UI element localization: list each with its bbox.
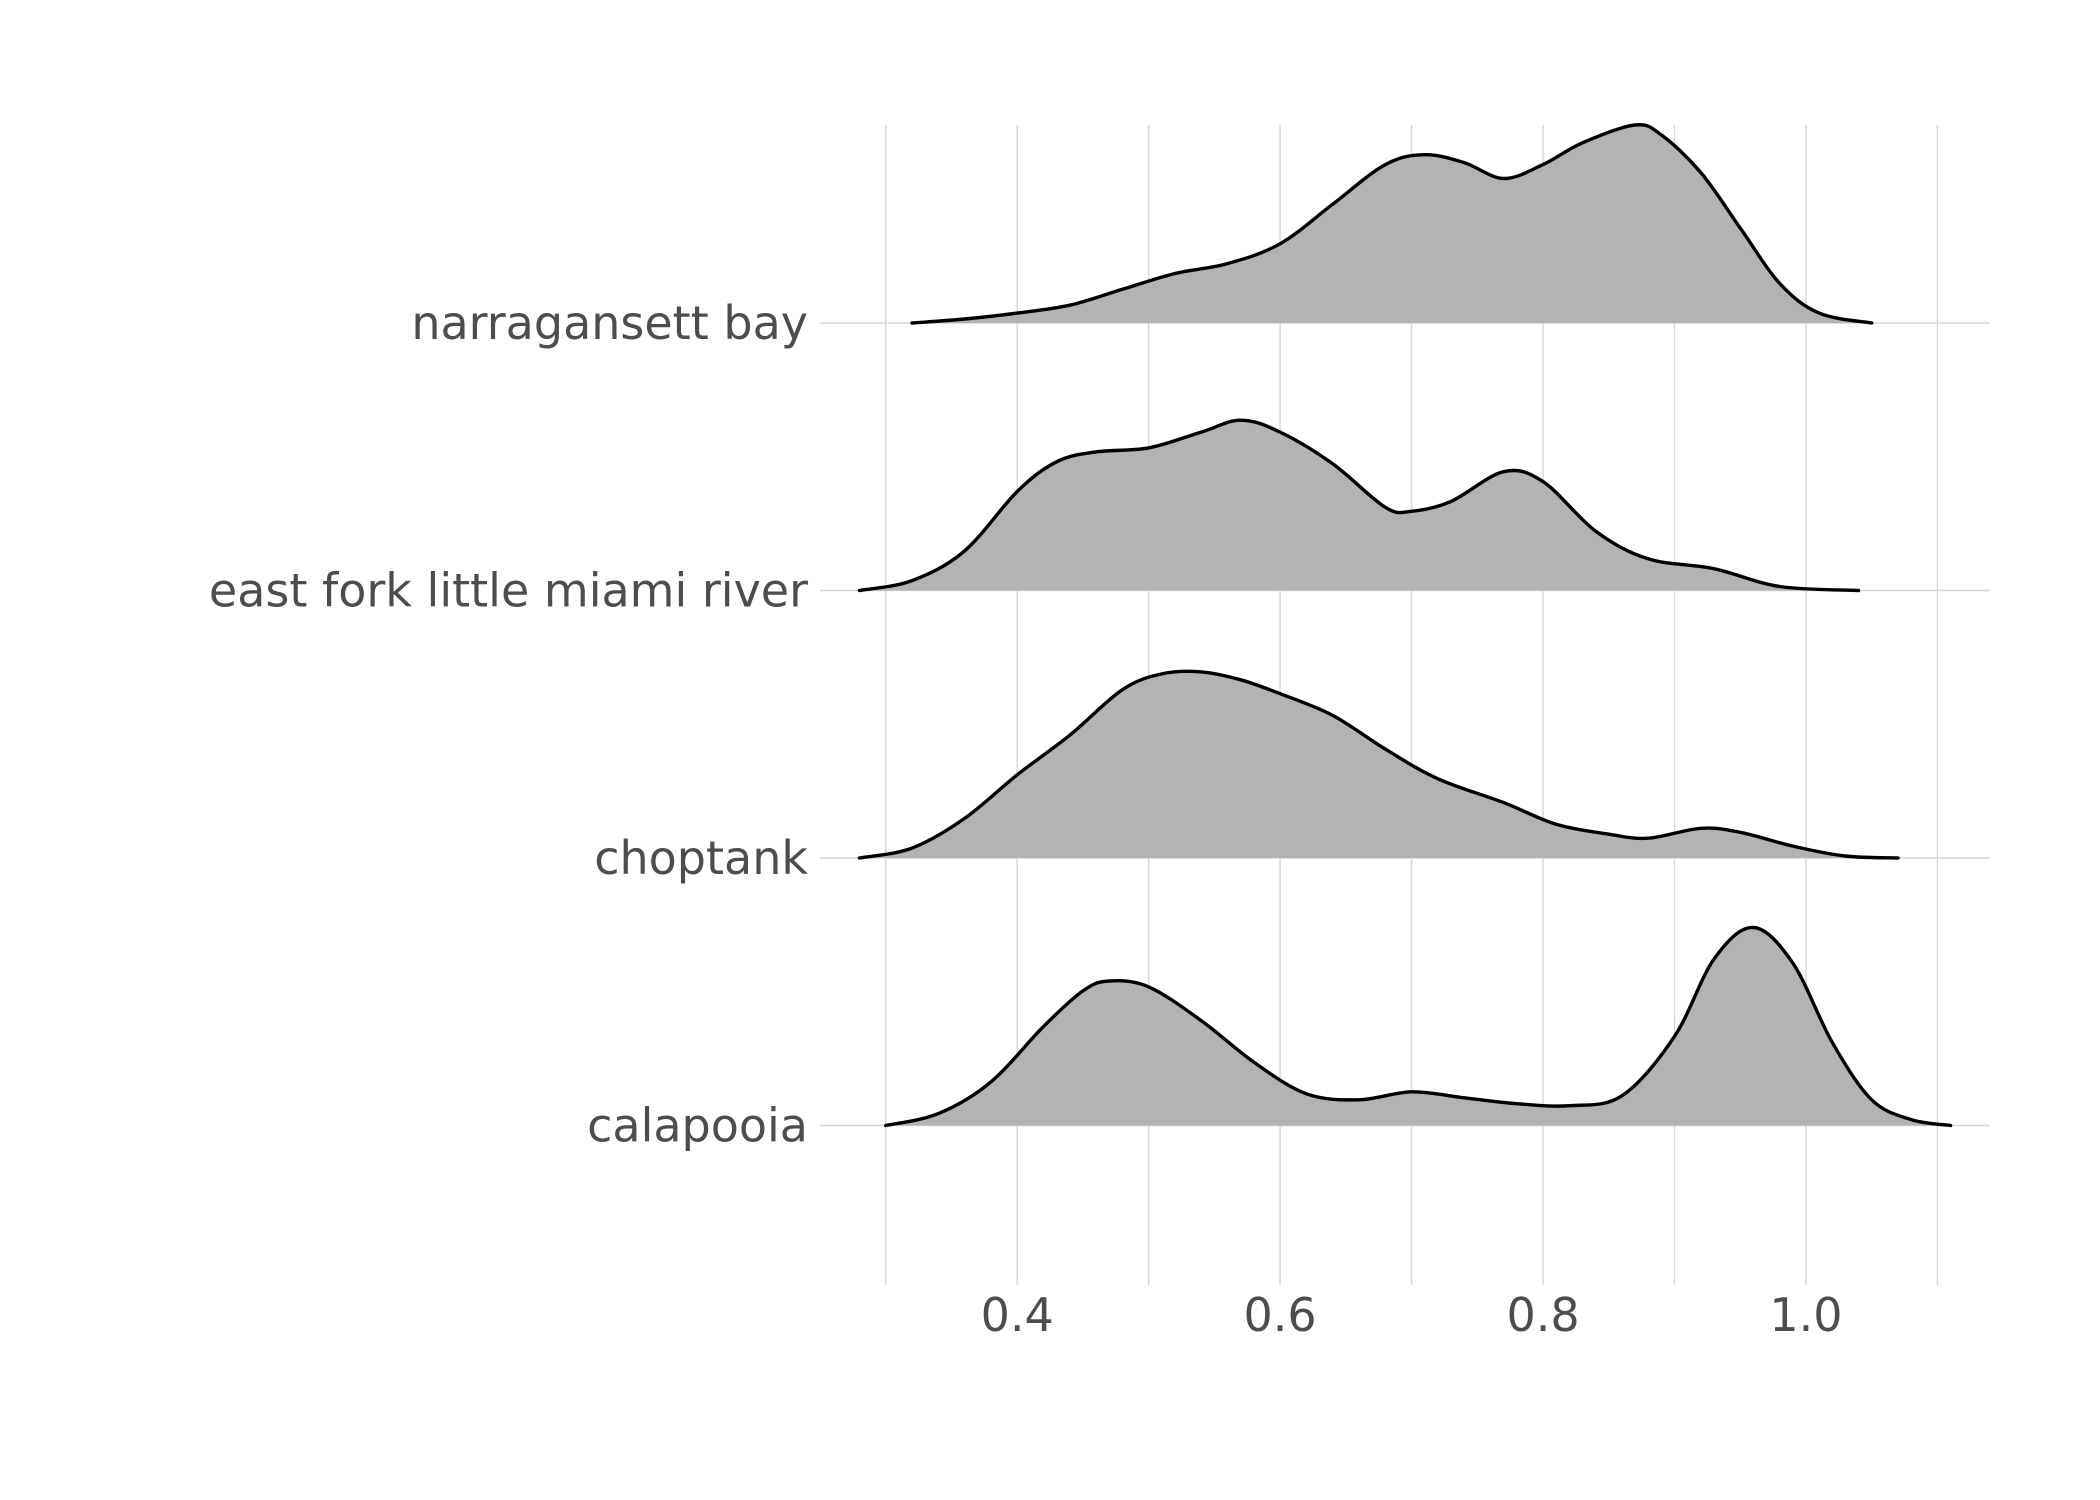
ridge-area-calapooia xyxy=(885,927,1951,1126)
y-tick-label: choptank xyxy=(594,831,808,885)
ridge-line-east-fork-little-miami-river xyxy=(857,418,1861,593)
ridge-area-narragansett-bay xyxy=(912,124,1872,323)
y-tick-label: narragansett bay xyxy=(411,296,808,350)
x-tick-label: 1.0 xyxy=(1769,1288,1842,1342)
y-tick-label: east fork little miami river xyxy=(209,564,808,618)
ridge-narragansett-bay xyxy=(910,123,1874,325)
x-tick-label: 0.8 xyxy=(1506,1288,1579,1342)
x-tick-label: 0.4 xyxy=(981,1288,1054,1342)
ridge-line-narragansett-bay xyxy=(910,123,1874,325)
ridge-line-calapooia xyxy=(884,925,1953,1128)
ridge-layer xyxy=(857,123,1953,1128)
ridge-line-choptank xyxy=(857,669,1900,860)
tick-layer: 0.4 0.6 0.8 1.0 xyxy=(981,1288,1843,1342)
ridge-choptank xyxy=(857,669,1900,860)
ridge-area-choptank xyxy=(859,671,1898,858)
x-tick-label: 0.6 xyxy=(1244,1288,1317,1342)
label-layer: narragansett bay east fork little miami r… xyxy=(209,296,808,1153)
y-tick-label: calapooia xyxy=(587,1099,808,1153)
ridge-calapooia xyxy=(884,925,1953,1128)
ridge-area-east-fork-little-miami-river xyxy=(859,420,1859,591)
ridge-east-fork-little-miami-river xyxy=(857,418,1861,593)
